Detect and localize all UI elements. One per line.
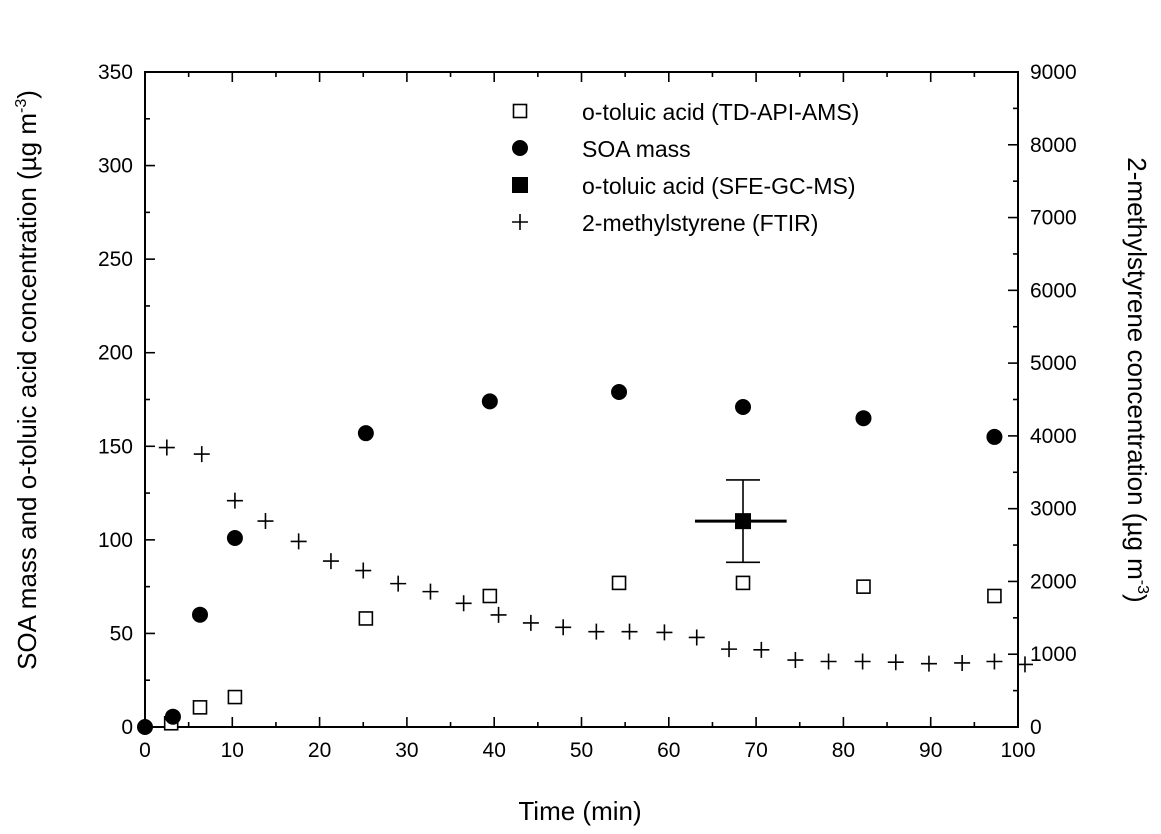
- soa-mass-point: [226, 529, 243, 546]
- 2-methylstyrene-ftir-point: [920, 655, 937, 672]
- y-axis-right: 0 1000 2000 3000 4000 5000 6000 7000 8000 9000: [1008, 61, 1077, 739]
- o-toluic-acid-td-api-ams-point: [482, 588, 498, 604]
- 2-methylstyrene-ftir-point: [721, 641, 738, 658]
- 2-methylstyrene-ftir-point: [986, 653, 1003, 670]
- y-right-tick-label: 4000: [1030, 425, 1077, 448]
- 2-methylstyrene-ftir-point: [226, 492, 243, 509]
- soa-mass-point: [735, 398, 752, 415]
- legend-label: o-toluic acid (TD-API-AMS): [582, 99, 859, 125]
- 2-methylstyrene-ftir-point: [322, 553, 339, 570]
- 2-methylstyrene-ftir-point: [621, 623, 638, 640]
- y-left-tick-label: 50: [110, 622, 133, 645]
- data-marks: [137, 384, 1033, 735]
- 2-methylstyrene-ftir-point: [588, 623, 605, 640]
- soa-mass-point: [357, 425, 374, 442]
- y-left-tick-label: 300: [98, 155, 133, 178]
- 2-methylstyrene-ftir-point: [656, 624, 673, 641]
- soa-mass-point: [986, 428, 1003, 445]
- plot-frame: [144, 71, 1019, 728]
- y-left-tick-label: 0: [121, 716, 133, 739]
- y-right-tick-label: 3000: [1030, 498, 1077, 521]
- soa-mass-point: [611, 384, 628, 401]
- 2-methylstyrene-ftir-point: [422, 583, 439, 600]
- 2-methylstyrene-ftir-point: [490, 606, 507, 623]
- 2-methylstyrene-ftir-point: [753, 641, 770, 658]
- o-toluic-acid-td-api-ams-point: [856, 579, 871, 594]
- o-toluic-acid-td-api-ams-point: [227, 689, 243, 705]
- y-left-tick-label: 200: [98, 342, 133, 365]
- y-right-tick-label: 7000: [1030, 207, 1077, 230]
- y-right-tick-label: 1000: [1030, 643, 1077, 666]
- y-right-tick-label: 0: [1030, 716, 1042, 739]
- y-right-tick-label: 6000: [1030, 279, 1077, 302]
- o-toluic-acid-td-api-ams-point: [735, 575, 751, 591]
- soa-mass-point: [137, 719, 153, 735]
- 2-methylstyrene-ftir-point: [555, 619, 572, 636]
- 2-methylstyrene-ftir-point: [193, 446, 210, 463]
- y-axis-left-title: SOA mass and o-toluic acid concentration…: [12, 90, 42, 670]
- legend: o-toluic acid (TD-API-AMS) SOA mass o-tolu…: [512, 99, 859, 236]
- 2-methylstyrene-ftir-point: [954, 654, 971, 671]
- 2-methylstyrene-ftir-point: [820, 653, 837, 670]
- x-tick-label: 70: [744, 739, 767, 762]
- y-left-tick-label: 150: [98, 435, 133, 458]
- soa-mass-point: [855, 410, 872, 427]
- 2-methylstyrene-ftir-point: [522, 614, 539, 631]
- plot-border: [144, 71, 1019, 728]
- x-tick-label: 30: [395, 739, 418, 762]
- x-tick-label: 0: [139, 739, 151, 762]
- o-toluic-acid-td-api-ams-point: [611, 575, 627, 591]
- legend-marker: [512, 214, 528, 230]
- x-tick-label: 90: [919, 739, 942, 762]
- 2-methylstyrene-ftir-point: [887, 654, 904, 671]
- o-toluic-acid-td-api-ams-point: [192, 700, 208, 715]
- 2-methylstyrene-ftir-point: [158, 439, 175, 456]
- 2-methylstyrene-ftir-point: [257, 513, 274, 530]
- x-axis-title: Time (min): [518, 796, 641, 826]
- 2-methylstyrene-ftir-point: [1016, 656, 1033, 673]
- legend-marker: [512, 140, 528, 156]
- o-toluic-acid-sfe-gc-ms-point: [735, 513, 752, 530]
- o-toluic-acid-td-api-ams-point: [987, 588, 1002, 604]
- legend-label: o-toluic acid (SFE-GC-MS): [582, 173, 855, 199]
- y-right-tick-label: 8000: [1030, 134, 1077, 157]
- x-tick-label: 10: [221, 739, 244, 762]
- y-left-tick-label: 100: [98, 529, 133, 552]
- 2-methylstyrene-ftir-point: [390, 575, 407, 592]
- o-toluic-acid-td-api-ams-point: [358, 611, 374, 626]
- soa-mass-point: [481, 393, 498, 410]
- 2-methylstyrene-ftir-point: [455, 595, 472, 612]
- x-axis: 0 10 20 30 40 50 60 70 80 90 100: [139, 72, 1036, 762]
- x-tick-label: 80: [832, 739, 855, 762]
- y-axis-right-title: 2-methylstyrene concentration (µg m-3): [1122, 157, 1152, 602]
- 2-methylstyrene-ftir-point: [854, 653, 871, 670]
- legend-marker: [512, 177, 528, 193]
- x-tick-label: 40: [483, 739, 506, 762]
- y-axis-left: 0 50 100 150 200 250 300 350: [98, 61, 155, 739]
- soa-mass-point: [164, 708, 181, 725]
- 2-methylstyrene-ftir-point: [290, 533, 307, 550]
- 2-methylstyrene-ftir-point: [688, 629, 705, 646]
- x-tick-label: 50: [570, 739, 593, 762]
- 2-methylstyrene-ftir-point: [787, 652, 804, 669]
- x-tick-label: 60: [657, 739, 680, 762]
- legend-label: SOA mass: [582, 136, 691, 162]
- x-tick-label: 100: [1000, 739, 1035, 762]
- 2-methylstyrene-ftir-point: [355, 562, 372, 579]
- y-right-tick-label: 5000: [1030, 352, 1077, 375]
- soa-mass-point: [191, 606, 208, 623]
- y-left-tick-label: 250: [98, 248, 133, 271]
- legend-marker: [512, 103, 528, 119]
- y-right-tick-label: 9000: [1030, 61, 1077, 84]
- x-tick-label: 20: [308, 739, 331, 762]
- legend-label: 2-methylstyrene (FTIR): [582, 210, 818, 236]
- y-left-tick-label: 350: [98, 61, 133, 84]
- y-right-tick-label: 2000: [1030, 570, 1077, 593]
